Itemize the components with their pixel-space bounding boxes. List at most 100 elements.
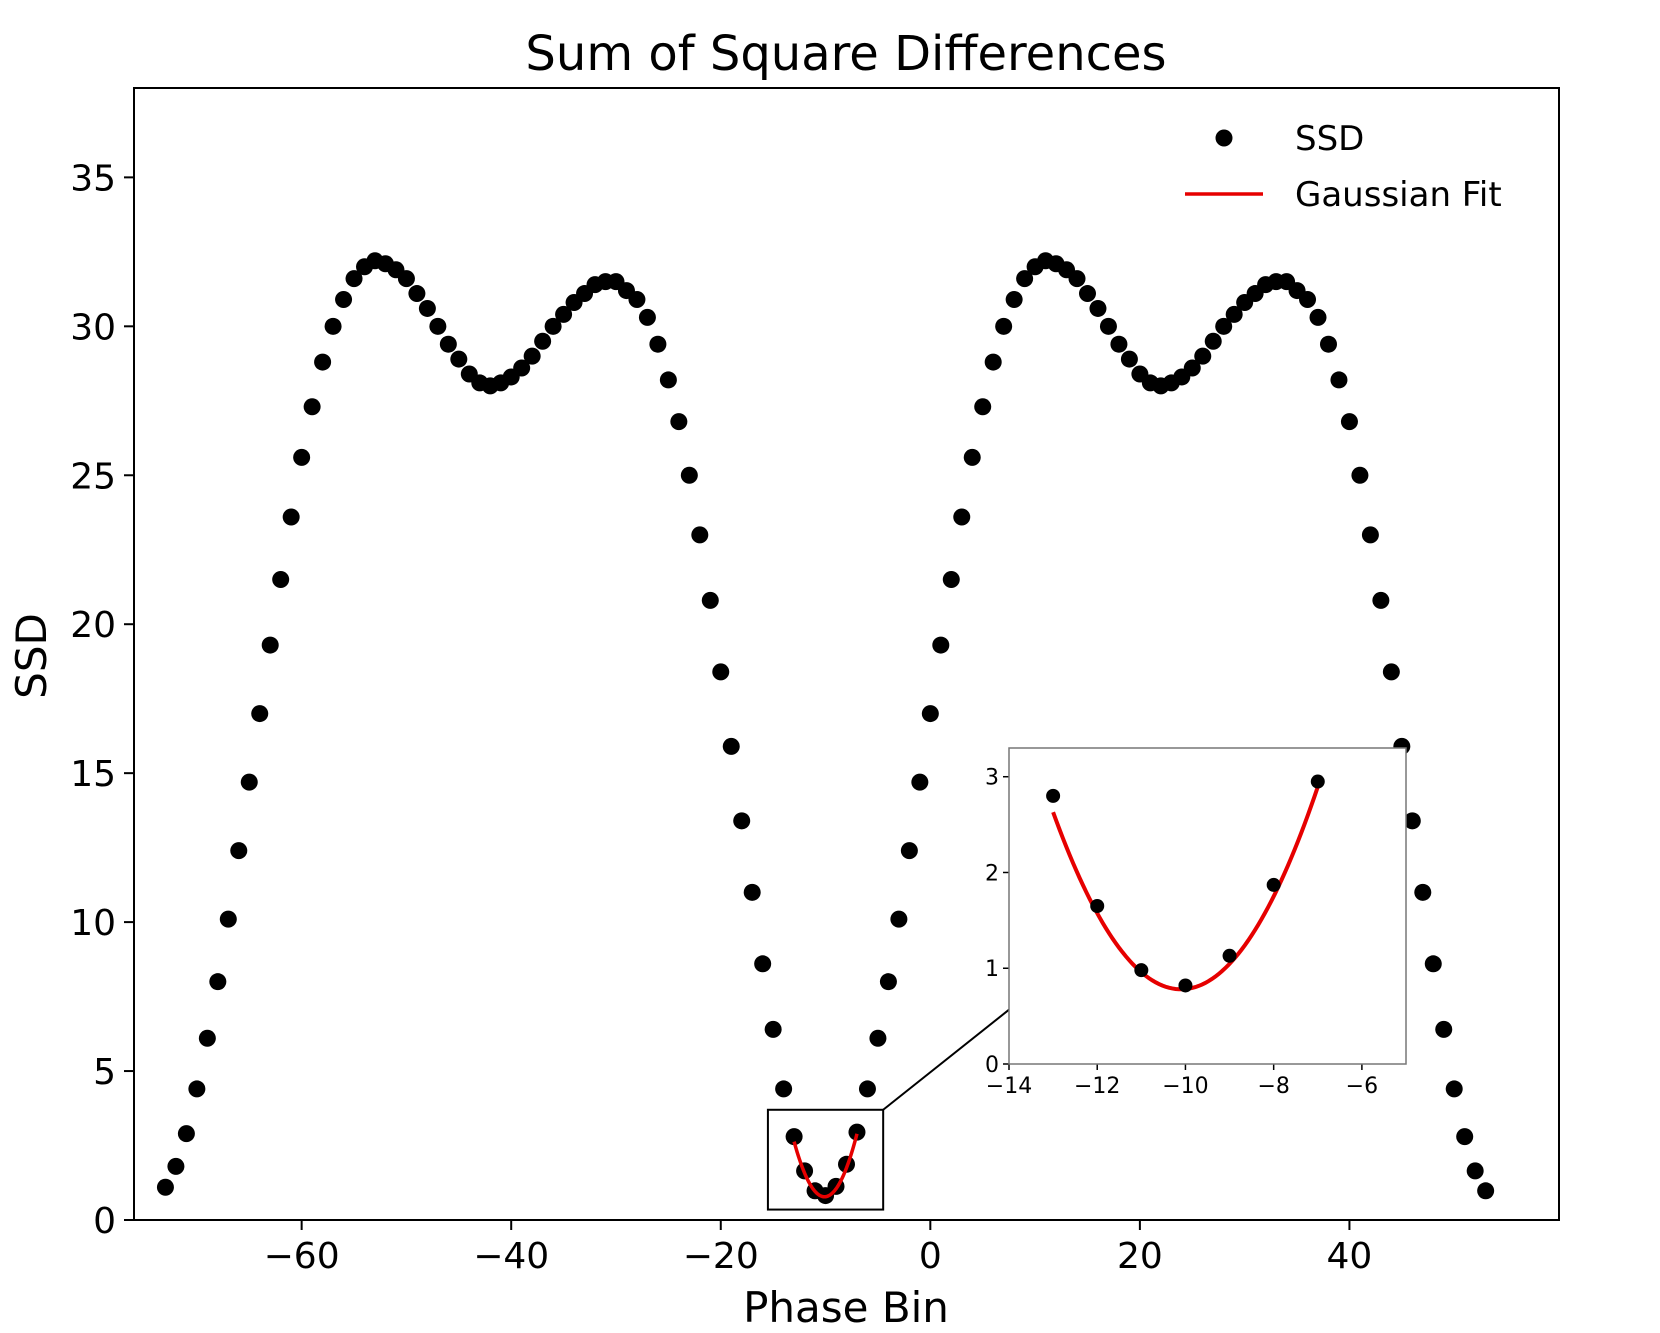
ssd-point <box>418 299 436 317</box>
ssd-point <box>1183 359 1201 377</box>
gaussian-fit-line <box>792 1133 859 1199</box>
ssd-point <box>984 353 1002 371</box>
ssd-point <box>251 705 269 723</box>
ssd-point <box>754 955 772 973</box>
ssd-point <box>649 335 667 353</box>
zoom-region-box <box>766 1108 885 1211</box>
ssd-point <box>869 1029 887 1047</box>
inset-y-tick-label: 1 <box>985 957 999 982</box>
x-axis-label: Phase Bin <box>743 1283 949 1332</box>
ssd-point <box>523 347 541 365</box>
ssd-point <box>1299 291 1317 309</box>
x-tick-label: 40 <box>1327 1236 1373 1277</box>
ssd-point <box>513 359 531 377</box>
ssd-point <box>439 335 457 353</box>
ssd-point <box>1078 285 1096 303</box>
ssd-point <box>1005 291 1023 309</box>
ssd-point <box>1120 350 1138 368</box>
ssd-point <box>1204 332 1222 350</box>
inset-ssd-point <box>1046 788 1061 803</box>
ssd-point <box>921 705 939 723</box>
plot-frame <box>133 87 1560 1221</box>
y-tick-label: 10 <box>70 903 116 944</box>
ssd-point <box>879 973 897 991</box>
ssd-point <box>345 270 363 288</box>
inset-axis-ticks: −14 −12 −10 −8 −6 0 1 2 3 <box>985 766 1378 1099</box>
inset-ssd-point <box>1310 774 1325 789</box>
ssd-point <box>1435 1020 1453 1038</box>
ssd-point <box>1445 1080 1463 1098</box>
ssd-point <box>932 636 950 654</box>
ssd-point <box>659 371 677 389</box>
legend-ssd-marker <box>1215 129 1233 147</box>
inset-x-tick-label: −10 <box>1162 1074 1208 1099</box>
ssd-point <box>942 571 960 589</box>
inset-ssd-point <box>1134 963 1149 978</box>
ssd-point <box>450 350 468 368</box>
inset-x-tick-label: −14 <box>986 1074 1032 1099</box>
ssd-point <box>858 1080 876 1098</box>
y-tick-label: 0 <box>93 1201 116 1242</box>
ssd-point <box>890 910 908 928</box>
ssd-point <box>167 1157 185 1175</box>
inset-x-tick-label: −6 <box>1346 1074 1378 1099</box>
y-tick-label: 30 <box>70 307 116 348</box>
ssd-point <box>282 508 300 526</box>
ssd-point <box>953 508 971 526</box>
ssd-point <box>209 973 227 991</box>
ssd-point <box>1099 317 1117 335</box>
ssd-point <box>198 1029 216 1047</box>
inset-plot-marks <box>1046 774 1325 993</box>
ssd-point <box>1424 955 1442 973</box>
inset-ssd-point <box>1090 899 1105 913</box>
ssd-point <box>628 291 646 309</box>
ssd-point <box>293 448 311 466</box>
ssd-point <box>1361 526 1379 544</box>
inset-x-tick-label: −8 <box>1257 1074 1289 1099</box>
y-tick-label: 15 <box>70 754 116 795</box>
ssd-point <box>1068 270 1086 288</box>
legend-label: Gaussian Fit <box>1295 175 1502 215</box>
inset-y-tick-label: 0 <box>985 1053 999 1078</box>
ssd-point <box>544 317 562 335</box>
ssd-point <box>712 663 730 681</box>
legend-label: SSD <box>1295 119 1364 159</box>
ssd-point <box>1414 883 1432 901</box>
ssd-point <box>785 1128 803 1146</box>
x-tick-label: −20 <box>683 1236 759 1277</box>
ssd-point <box>775 1080 793 1098</box>
y-tick-label: 5 <box>93 1052 116 1093</box>
ssd-point <box>303 398 321 416</box>
ssd-point <box>272 571 290 589</box>
ssd-point <box>680 466 698 484</box>
y-tick-label: 20 <box>70 605 116 646</box>
inset-chart: −14 −12 −10 −8 −6 0 1 2 3 <box>985 747 1407 1099</box>
inset-frame <box>1008 747 1407 1065</box>
x-tick-label: 20 <box>1117 1236 1163 1277</box>
inset-y-tick-label: 2 <box>985 861 999 886</box>
ssd-point <box>1466 1162 1484 1180</box>
ssd-point <box>555 305 573 323</box>
inset-background <box>1009 748 1406 1064</box>
ssd-point <box>995 317 1013 335</box>
ssd-point <box>397 270 415 288</box>
inset-ssd-point <box>1266 877 1281 892</box>
ssd-point <box>1215 317 1233 335</box>
ssd-point <box>701 591 719 609</box>
ssd-point <box>733 812 751 830</box>
ssd-point <box>219 910 237 928</box>
ssd-point <box>156 1178 174 1196</box>
ssd-point <box>1382 663 1400 681</box>
inset-x-tick-label: −12 <box>1074 1074 1120 1099</box>
ssd-point <box>1372 591 1390 609</box>
x-tick-label: −60 <box>264 1236 340 1277</box>
ssd-point <box>188 1080 206 1098</box>
ssd-point <box>963 448 981 466</box>
ssd-point <box>324 317 342 335</box>
ssd-point <box>230 842 248 860</box>
ssd-point <box>1456 1128 1474 1146</box>
ssd-point <box>900 842 918 860</box>
ssd-point <box>1016 270 1034 288</box>
ssd-point <box>911 773 929 791</box>
